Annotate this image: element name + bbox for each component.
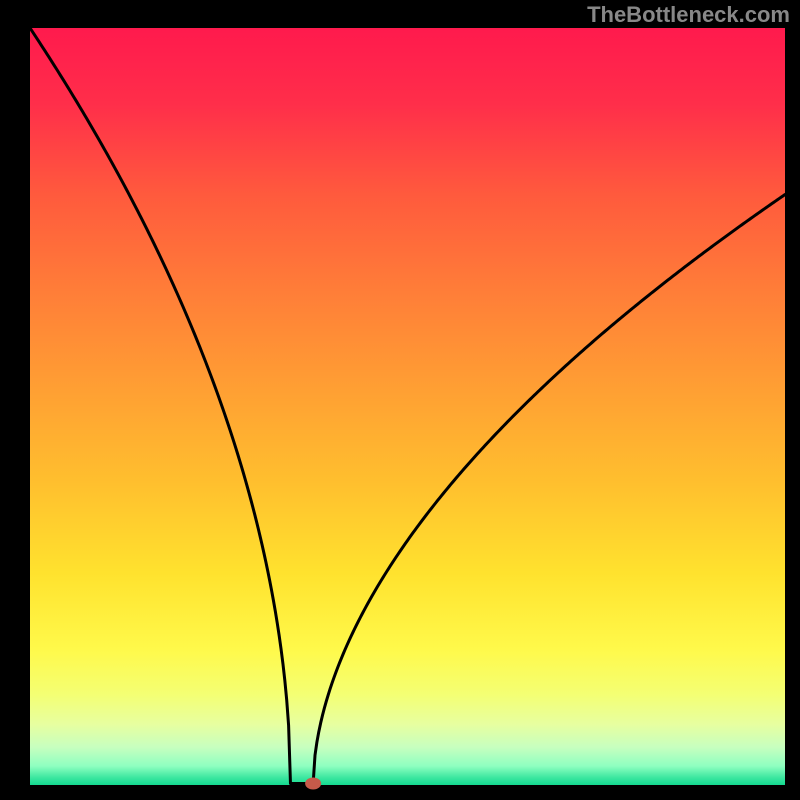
bottleneck-chart bbox=[0, 0, 800, 800]
minimum-marker bbox=[305, 777, 321, 789]
plot-background bbox=[30, 28, 785, 785]
watermark-text: TheBottleneck.com bbox=[587, 2, 790, 28]
chart-frame: { "watermark": { "text": "TheBottleneck.… bbox=[0, 0, 800, 800]
